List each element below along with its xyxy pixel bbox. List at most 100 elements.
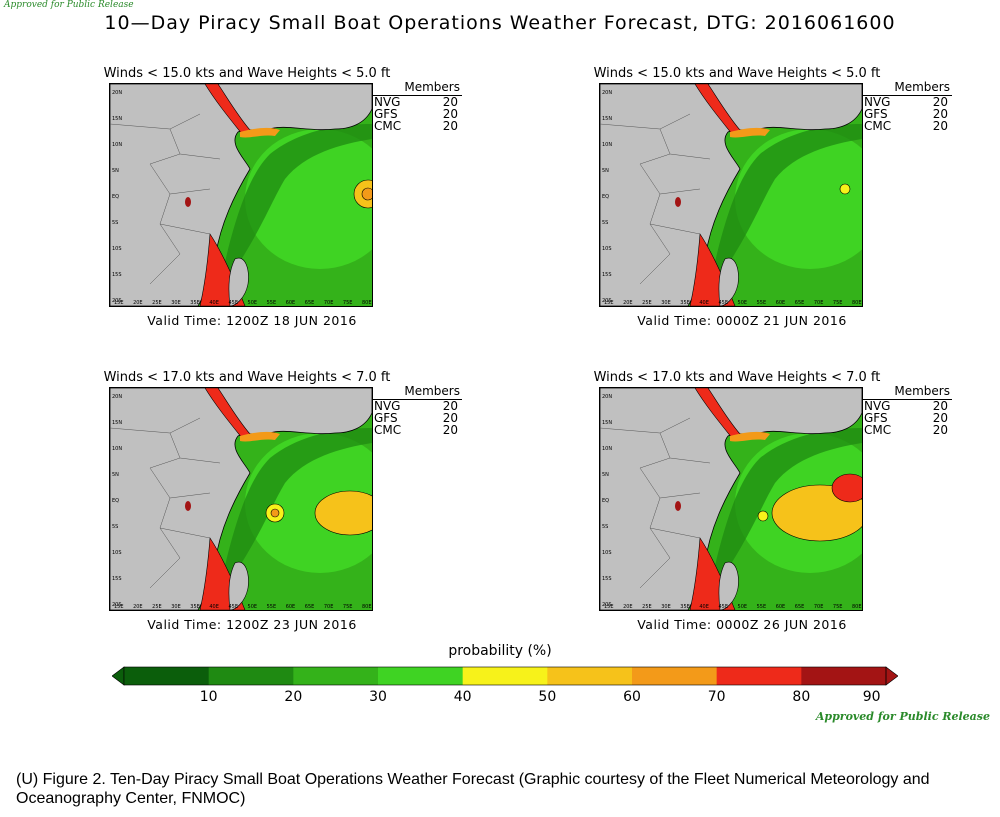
lon-tick-label: 60E <box>286 604 296 610</box>
member-name: CMC <box>374 423 402 437</box>
members-row: NVG 20 <box>372 400 462 412</box>
lat-tick-label: 20N <box>112 90 122 96</box>
members-row: GFS 20 <box>372 108 462 120</box>
member-name: CMC <box>864 119 892 133</box>
member-name: GFS <box>864 411 888 425</box>
member-count: 20 <box>442 423 458 437</box>
figure-caption: (U) Figure 2. Ten-Day Piracy Small Boat … <box>16 771 930 807</box>
lat-tick-label: 20N <box>112 394 122 400</box>
lat-tick-label: EQ <box>602 194 609 200</box>
member-name: GFS <box>374 411 398 425</box>
probability-hotspot <box>361 187 372 201</box>
colorbar-tick-label: 10 <box>199 689 218 705</box>
members-header: Members <box>862 384 952 400</box>
lon-tick-label: 55E <box>267 300 277 306</box>
probability-hotspot <box>757 510 769 522</box>
colorbar-segment <box>462 667 548 685</box>
lon-tick-label: 75E <box>343 604 353 610</box>
lat-tick-label: 15N <box>112 116 122 122</box>
lat-tick-label: 10N <box>602 446 612 452</box>
lon-tick-label: 25E <box>642 604 652 610</box>
lon-tick-label: 70E <box>814 300 824 306</box>
probability-hotspot <box>839 183 851 195</box>
forecast-panel-2: Winds < 15.0 kts and Wave Heights < 5.0 … <box>572 66 992 366</box>
members-table: Members NVG 20 GFS 20 CMC 20 <box>372 80 462 132</box>
members-row: GFS 20 <box>862 108 952 120</box>
lon-tick-label: 70E <box>324 604 334 610</box>
lat-tick-label: 5S <box>602 220 608 226</box>
members-header: Members <box>862 80 952 96</box>
member-count: 20 <box>442 95 458 109</box>
colorbar-tick-label: 60 <box>623 689 641 705</box>
lat-tick-label: 20S <box>112 298 122 304</box>
member-count: 20 <box>932 399 948 413</box>
lon-tick-label: 40E <box>209 300 219 306</box>
lon-tick-label: 45E <box>228 300 238 306</box>
member-count: 20 <box>932 107 948 121</box>
lon-tick-label: 40E <box>699 604 709 610</box>
lon-tick-label: 65E <box>305 300 315 306</box>
panel-subtitle: Winds < 15.0 kts and Wave Heights < 5.0 … <box>593 66 881 81</box>
madagascar-land <box>718 561 739 610</box>
gulf-of-aden-region <box>730 127 770 138</box>
country-borders <box>600 417 711 589</box>
member-name: GFS <box>864 107 888 121</box>
forecast-panel-1: Winds < 15.0 kts and Wave Heights < 5.0 … <box>82 66 502 366</box>
probability-map: 20N 15N 10N 5N EQ 5S 10S 15S 20S 15E 20E 25E 30E 35E 4… <box>109 387 373 611</box>
lon-tick-label: 45E <box>228 604 238 610</box>
probability-map: 20N 15N 10N 5N EQ 5S 10S 15S 20S 15E 20E 25E 30E 35E 4… <box>109 83 373 307</box>
lat-tick-label: 10S <box>112 246 122 252</box>
panel-subtitle: Winds < 15.0 kts and Wave Heights < 5.0 … <box>103 66 391 81</box>
lon-tick-label: 15E <box>604 300 614 306</box>
lon-tick-label: 75E <box>343 300 353 306</box>
lon-tick-label: 80E <box>362 604 372 610</box>
lon-tick-label: 30E <box>171 604 181 610</box>
lon-tick-label: 15E <box>114 604 124 610</box>
lon-tick-label: 60E <box>776 604 786 610</box>
lon-tick-label: 50E <box>248 300 258 306</box>
lat-tick-label: 5N <box>112 472 119 478</box>
colorbar-segment <box>632 667 718 685</box>
colorbar-tick-label: 50 <box>538 689 557 705</box>
panel-subtitle: Winds < 17.0 kts and Wave Heights < 7.0 … <box>593 370 881 385</box>
lat-tick-label: 5S <box>602 524 608 530</box>
lat-tick-label: EQ <box>112 498 119 504</box>
lat-tick-label: 20S <box>602 298 612 304</box>
lon-tick-label: 30E <box>171 300 181 306</box>
colorbar-tick-label: 20 <box>284 689 303 705</box>
lat-tick-label: 10S <box>602 246 612 252</box>
probability-hotspot <box>831 473 862 503</box>
lon-tick-label: 15E <box>114 300 124 306</box>
lon-tick-label: 20E <box>133 604 143 610</box>
member-name: NVG <box>374 399 401 413</box>
lat-tick-label: 15N <box>112 420 122 426</box>
colorbar-segment <box>801 667 887 685</box>
lat-tick-label: 5N <box>602 168 609 174</box>
members-row: GFS 20 <box>862 412 952 424</box>
colorbar-tick-label: 80 <box>792 689 811 705</box>
country-borders <box>110 113 221 285</box>
lat-tick-label: 10N <box>112 446 122 452</box>
gulf-of-aden-region <box>240 127 280 138</box>
member-count: 20 <box>442 411 458 425</box>
members-row: CMC 20 <box>862 120 952 132</box>
probability-map: 20N 15N 10N 5N EQ 5S 10S 15S 20S 15E 20E 25E 30E 35E 4… <box>599 387 863 611</box>
lat-tick-label: 5N <box>112 168 119 174</box>
colorbar-segment <box>124 667 210 685</box>
lon-tick-label: 20E <box>133 300 143 306</box>
lon-tick-label: 50E <box>738 604 748 610</box>
valid-time: Valid Time: 1200Z 23 JUN 2016 <box>147 617 357 632</box>
probability-map: 20N 15N 10N 5N EQ 5S 10S 15S 20S 15E 20E 25E 30E 35E 4… <box>599 83 863 307</box>
lat-tick-label: 15S <box>602 272 612 278</box>
member-count: 20 <box>442 119 458 133</box>
lon-tick-label: 60E <box>286 300 296 306</box>
valid-time: Valid Time: 0000Z 21 JUN 2016 <box>637 313 847 328</box>
members-table: Members NVG 20 GFS 20 CMC 20 <box>372 384 462 436</box>
member-name: NVG <box>864 95 891 109</box>
member-name: NVG <box>374 95 401 109</box>
members-row: CMC 20 <box>372 424 462 436</box>
lon-tick-label: 30E <box>661 300 671 306</box>
lat-tick-label: 20S <box>112 602 122 608</box>
lat-tick-label: 10S <box>112 550 122 556</box>
